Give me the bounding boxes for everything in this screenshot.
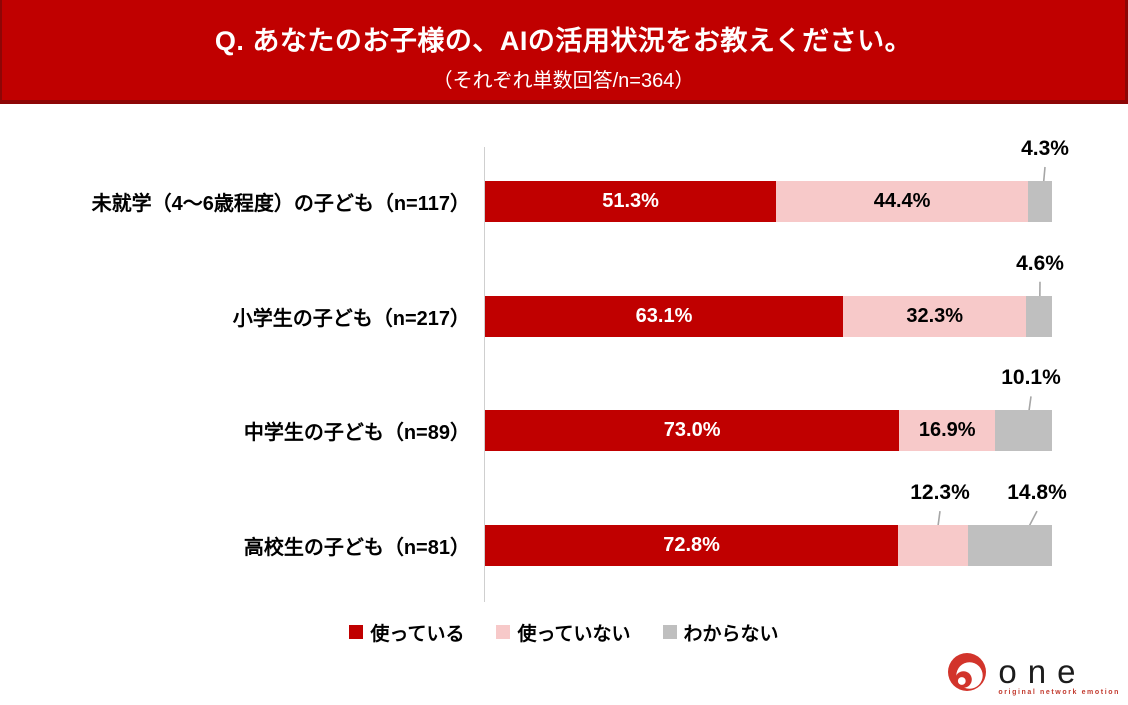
bar-segment — [485, 181, 777, 222]
category-label: 中学生の子ども（n=89） — [243, 422, 470, 445]
callout-label: 14.8% — [1007, 481, 1067, 505]
segment-label: 72.8% — [663, 534, 720, 557]
bar-segment — [1026, 295, 1053, 337]
segment-label: 44.4% — [873, 190, 931, 212]
legend-label: 使っていない — [517, 623, 631, 645]
logo-text: one — [998, 653, 1087, 690]
bar-segment — [485, 295, 844, 337]
legend-item: 使っていない — [496, 619, 631, 646]
bar-segment — [898, 525, 968, 567]
legend-item: わからない — [662, 619, 779, 646]
axis-line — [484, 147, 485, 602]
segment-label: 32.3% — [906, 304, 964, 327]
bar-segment — [1028, 181, 1053, 222]
legend-swatch-icon — [662, 625, 677, 639]
category-label: 高校生の子ども（n=81） — [243, 537, 470, 560]
category-label: 小学生の子ども（n=217） — [232, 307, 470, 330]
callout-label: 4.3% — [1021, 137, 1069, 160]
bar-segment — [899, 410, 996, 452]
question-title: Q. あなたのお子様の、AIの活用状況をお教えください。 — [214, 26, 913, 56]
logo-mark-icon — [946, 652, 990, 701]
segment-label: 16.9% — [918, 419, 976, 442]
callout-label: 12.3% — [910, 481, 970, 505]
segment-label: 63.1% — [635, 304, 693, 327]
legend: 使っている 使っていない わからない — [0, 614, 1128, 650]
legend-label: わからない — [683, 623, 779, 645]
legend-swatch-icon — [496, 625, 511, 639]
bar-segment — [967, 525, 1052, 567]
legend-swatch-icon — [349, 625, 364, 639]
bar-segment — [776, 181, 1029, 222]
category-label: 未就学（4～6歳程度）の子ども（n=117） — [91, 193, 470, 215]
bar-segment — [485, 410, 900, 452]
logo-tagline: original network emotion — [998, 689, 1120, 696]
question-subtitle: （それぞれ単数回答/n=364） — [432, 70, 695, 92]
segment-label: 51.3% — [602, 190, 659, 212]
legend-item: 使っている — [349, 619, 464, 646]
logo: one original network emotion — [946, 652, 1120, 701]
bar-segment — [843, 295, 1027, 337]
callout-label: 4.6% — [1016, 251, 1064, 275]
segment-label: 73.0% — [663, 419, 721, 442]
callout-label: 10.1% — [1001, 366, 1061, 390]
header-banner: Q. あなたのお子様の、AIの活用状況をお教えください。 （それぞれ単数回答/n… — [0, 0, 1128, 104]
legend-label: 使っている — [370, 623, 465, 645]
bar-segment — [485, 525, 899, 567]
bar-segment — [995, 410, 1053, 452]
